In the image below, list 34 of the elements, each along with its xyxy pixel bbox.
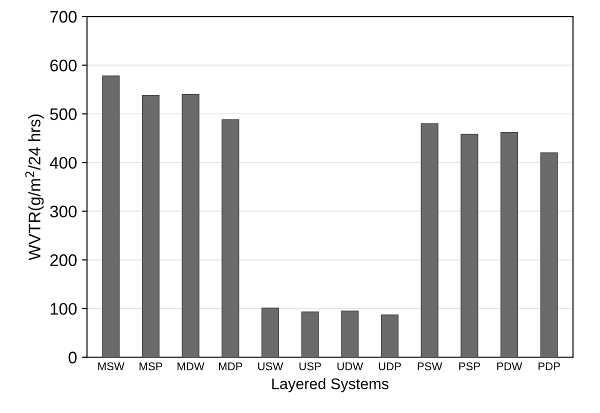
y-tick-label: 600 (50, 60, 77, 72)
bar (261, 308, 280, 358)
bar (500, 132, 518, 358)
x-tick-label: UDW (338, 362, 364, 370)
y-tick-label: 0 (68, 352, 77, 364)
y-tick-label: 400 (50, 156, 77, 169)
x-tick-label: USW (258, 362, 284, 370)
bar (222, 119, 240, 358)
bar (341, 310, 359, 358)
bar (540, 152, 558, 358)
y-axis-title: WVTR(g/m$^{2}$/24 hrs) (25, 114, 44, 260)
x-tick-label: PDW (497, 362, 522, 370)
bar (301, 312, 319, 358)
x-axis-title: Layered Systems (272, 378, 388, 392)
bar (460, 134, 478, 358)
y-tick-label: 100 (50, 302, 77, 315)
x-tick-label: PDP (538, 362, 560, 370)
x-tick-label: MDW (178, 362, 204, 370)
bar (420, 123, 438, 358)
x-tick-label: MDP (218, 362, 242, 370)
bar (142, 94, 160, 358)
bar (380, 314, 399, 358)
y-tick-label: 300 (50, 206, 77, 218)
y-tick-label: 500 (50, 108, 77, 120)
bar (102, 75, 120, 358)
x-tick-label: USP (300, 362, 321, 370)
y-tick-label: 200 (50, 254, 77, 266)
x-tick-label: UDP (378, 362, 401, 370)
bar (182, 94, 200, 358)
x-tick-label: MSW (98, 362, 124, 370)
x-tick-label: PSW (418, 362, 442, 370)
y-tick-label: 700 (50, 10, 77, 23)
x-tick-label: PSP (459, 362, 480, 370)
x-tick-label: MSP (140, 362, 162, 370)
